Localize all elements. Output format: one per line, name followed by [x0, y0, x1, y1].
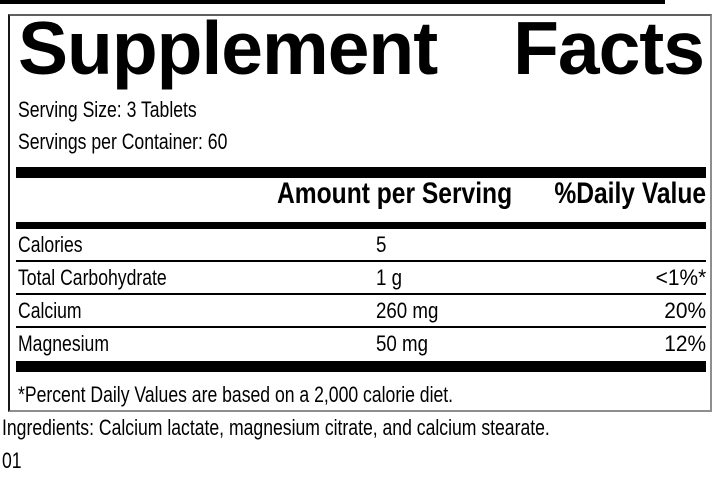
- ingredients-line: Ingredients: Calcium lactate, magnesium …: [2, 415, 550, 440]
- daily-value: <1%*: [655, 265, 706, 290]
- daily-value-footnote: *Percent Daily Values are based on a 2,0…: [18, 382, 454, 407]
- table-row: Magnesium 50 mg 12%: [16, 328, 706, 361]
- nutrient-name: Total Carbohydrate: [18, 265, 167, 290]
- panel-title-word-right: Facts: [513, 6, 705, 90]
- table-row: Total Carbohydrate 1 g <1%*: [16, 262, 706, 295]
- top-accent-bar: [0, 0, 665, 4]
- supplement-facts-panel: Supplement Facts Serving Size: 3 Tablets…: [8, 6, 712, 412]
- panel-title: Supplement Facts: [18, 6, 705, 90]
- column-header-amount: Amount per Serving: [277, 177, 513, 210]
- nutrient-name: Magnesium: [18, 331, 109, 356]
- thick-rule-bottom: [16, 361, 706, 372]
- table-row: Calories 5: [16, 229, 706, 262]
- amount-value: 1 g: [376, 265, 403, 290]
- panel-title-word-left: Supplement: [18, 6, 438, 90]
- table-row: Calcium 260 mg 20%: [16, 295, 706, 328]
- thick-rule-top: [16, 167, 706, 178]
- nutrient-name: Calories: [18, 232, 83, 257]
- nutrient-name: Calcium: [18, 298, 82, 323]
- column-header-daily-value: %Daily Value: [554, 177, 706, 210]
- medium-rule-header: [16, 222, 706, 229]
- nutrient-table: Calories 5 Total Carbohydrate 1 g <1%* C…: [16, 229, 706, 361]
- amount-value: 50 mg: [376, 331, 428, 356]
- amount-value: 5: [376, 232, 387, 257]
- serving-size-line: Serving Size: 3 Tablets: [18, 97, 197, 122]
- daily-value: 20%: [664, 298, 706, 323]
- item-code: 01: [2, 448, 22, 473]
- daily-value: 12%: [664, 331, 706, 356]
- servings-per-container-line: Servings per Container: 60: [18, 129, 228, 154]
- amount-value: 260 mg: [376, 298, 439, 323]
